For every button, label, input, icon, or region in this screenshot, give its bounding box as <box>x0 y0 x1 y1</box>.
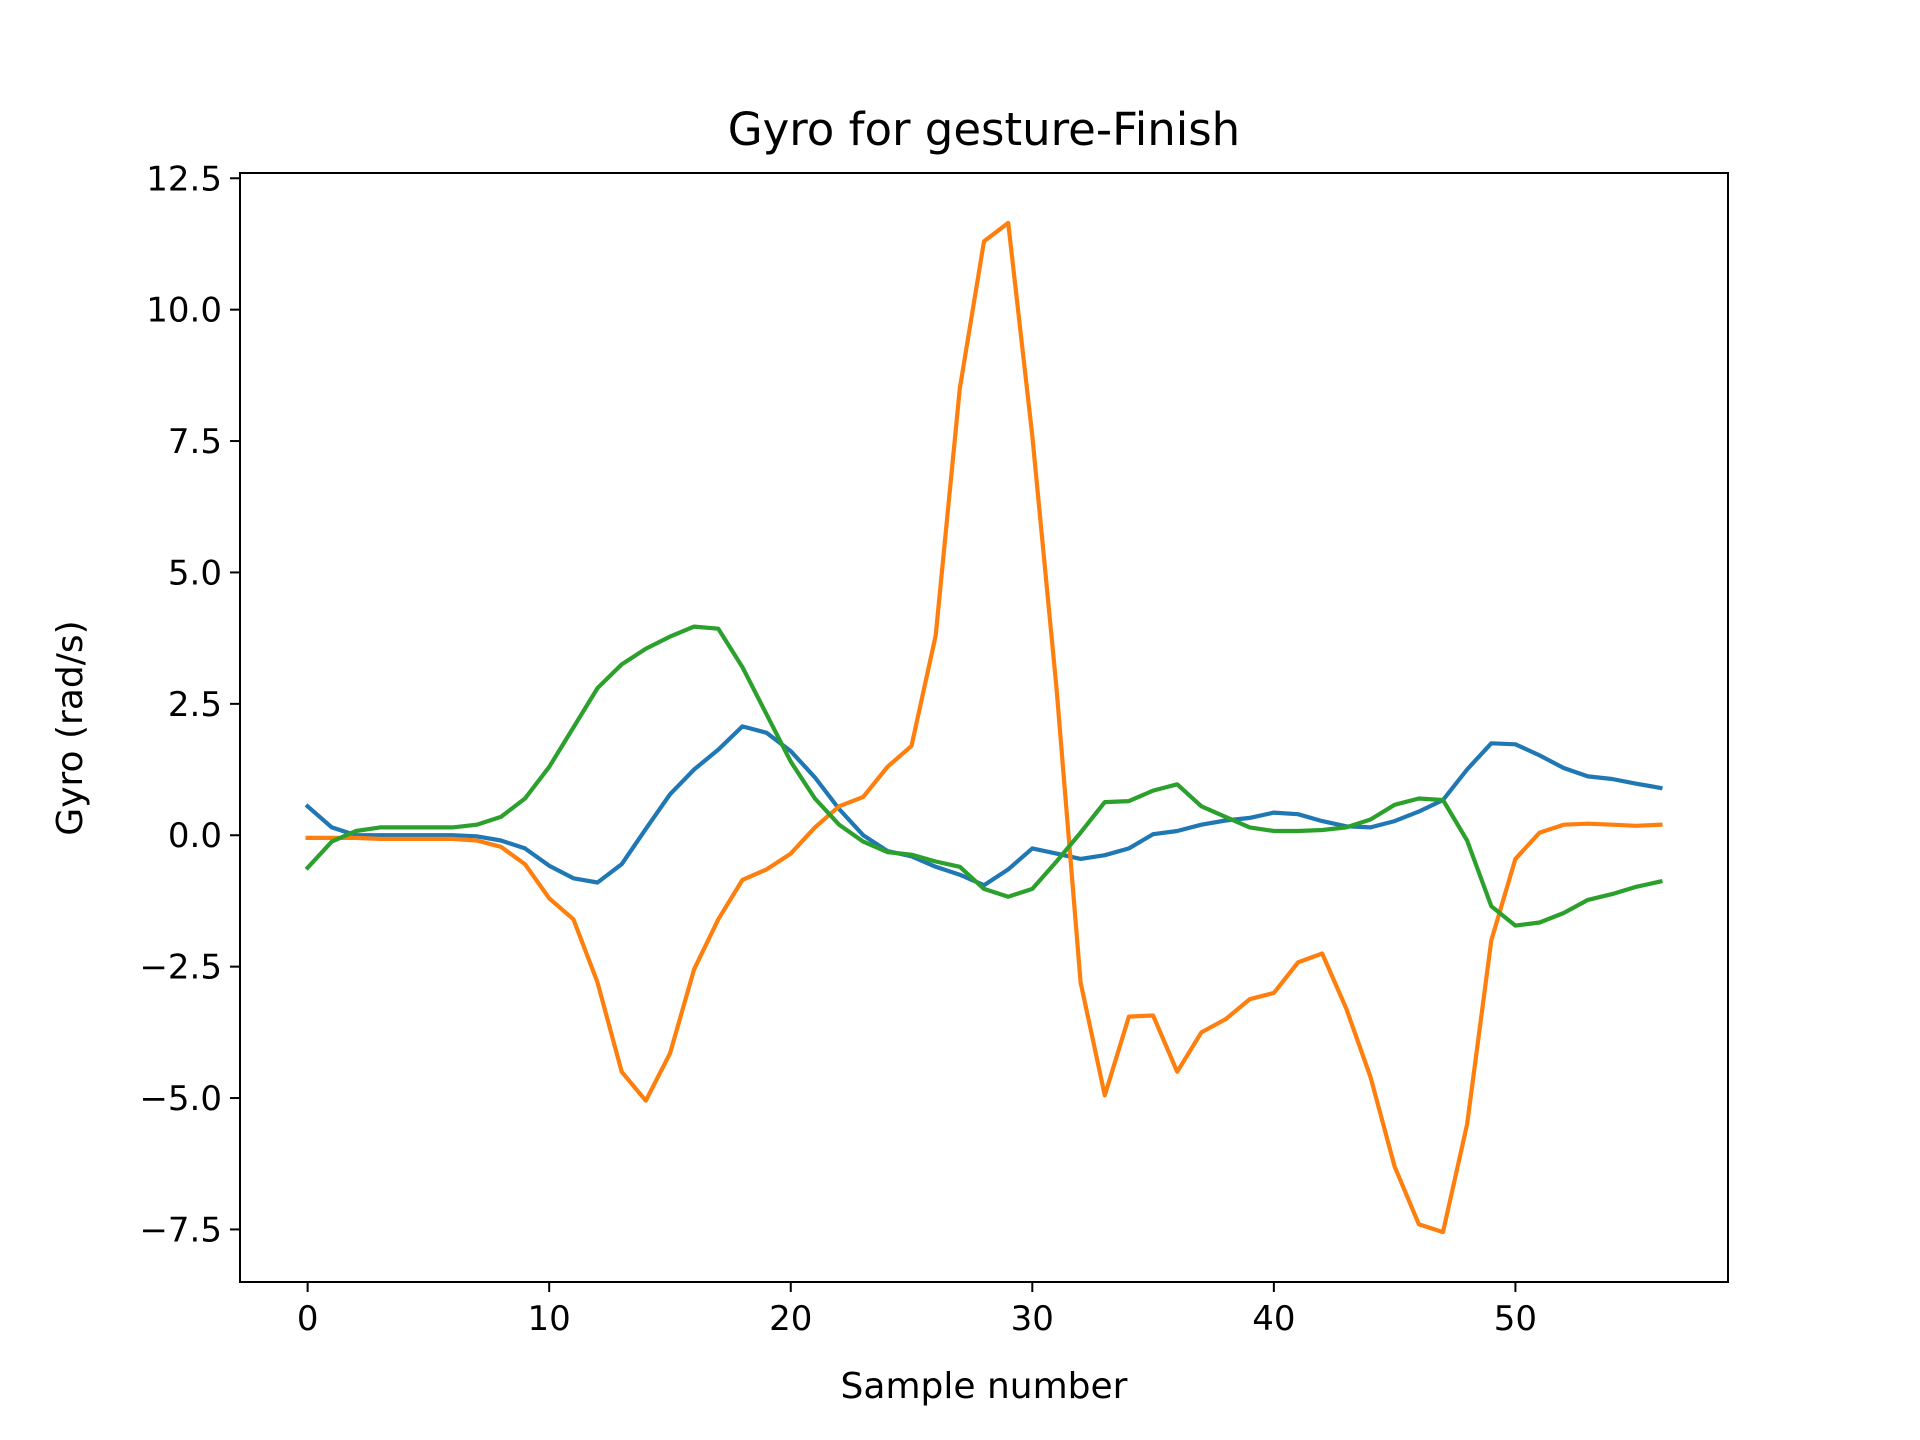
y-tick-label: 7.5 <box>168 422 222 462</box>
x-tick-label: 40 <box>1252 1299 1295 1339</box>
y-axis-label: Gyro (rad/s) <box>50 620 91 835</box>
y-tick-label: −5.0 <box>139 1079 222 1119</box>
y-tick-label: 2.5 <box>168 685 222 725</box>
x-axis: 0 10 20 30 40 50 <box>297 1282 1537 1339</box>
x-tick-label: 0 <box>297 1299 319 1339</box>
y-tick-label: −2.5 <box>139 948 222 988</box>
chart-title: Gyro for gesture-Finish <box>728 103 1240 156</box>
y-tick-label: 10.0 <box>146 291 222 331</box>
plot-frame <box>239 172 1729 1283</box>
x-tick-label: 50 <box>1494 1299 1537 1339</box>
x-tick-label: 20 <box>769 1299 812 1339</box>
y-tick-label: 12.5 <box>146 159 222 199</box>
y-tick-label: 5.0 <box>168 553 222 593</box>
y-tick-label: 0.0 <box>168 816 222 856</box>
y-tick-label: −7.5 <box>139 1210 222 1250</box>
x-tick-label: 10 <box>528 1299 571 1339</box>
y-axis: −7.5 −5.0 −2.5 0.0 2.5 5.0 7.5 10.0 12.5 <box>139 159 240 1250</box>
x-axis-label: Sample number <box>841 1366 1128 1407</box>
series-line-2 <box>305 220 1663 1235</box>
series-line-1 <box>304 724 1663 888</box>
series-line-3 <box>304 624 1663 928</box>
plot-lines <box>304 220 1663 1235</box>
x-tick-label: 30 <box>1011 1299 1054 1339</box>
